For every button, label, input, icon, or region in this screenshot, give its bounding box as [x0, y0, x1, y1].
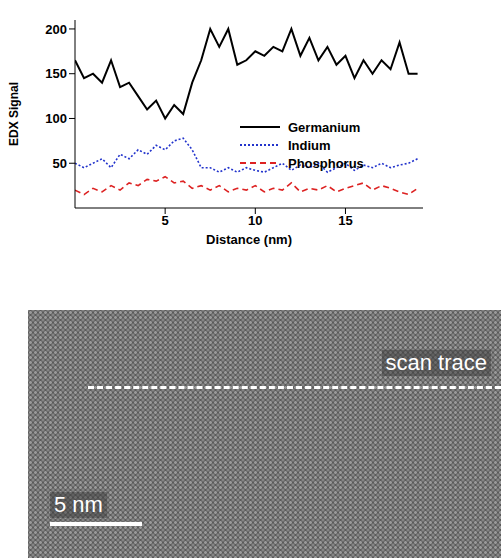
html-text:scan trace: scan trace — [385, 350, 487, 375]
svg-text:10: 10 — [248, 213, 262, 228]
svg-text:100: 100 — [45, 111, 67, 126]
svg-text:200: 200 — [45, 22, 67, 37]
svg-text:150: 150 — [45, 66, 67, 81]
html-text:Indium: Indium — [288, 137, 331, 153]
html-text:5 nm: 5 nm — [54, 492, 103, 517]
html-text:Germanium: Germanium — [288, 119, 361, 135]
svg-text:15: 15 — [338, 213, 352, 228]
svg-text:5: 5 — [162, 213, 169, 228]
html-text:Phosphorus: Phosphorus — [288, 155, 364, 171]
svg-text:50: 50 — [53, 156, 67, 171]
svg-text:EDX Signal: EDX Signal — [7, 82, 21, 146]
svg-text:Distance (nm): Distance (nm) — [206, 232, 292, 247]
